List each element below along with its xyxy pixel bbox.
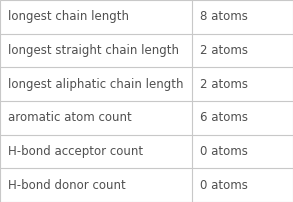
Text: 0 atoms: 0 atoms [200,179,248,192]
Text: 8 atoms: 8 atoms [200,10,248,23]
Text: H-bond donor count: H-bond donor count [8,179,126,192]
Text: longest chain length: longest chain length [8,10,129,23]
Text: 2 atoms: 2 atoms [200,44,248,57]
Text: longest straight chain length: longest straight chain length [8,44,179,57]
Text: 0 atoms: 0 atoms [200,145,248,158]
Text: longest aliphatic chain length: longest aliphatic chain length [8,78,183,91]
Text: H-bond acceptor count: H-bond acceptor count [8,145,143,158]
Text: 6 atoms: 6 atoms [200,111,248,124]
Text: 2 atoms: 2 atoms [200,78,248,91]
Text: aromatic atom count: aromatic atom count [8,111,132,124]
